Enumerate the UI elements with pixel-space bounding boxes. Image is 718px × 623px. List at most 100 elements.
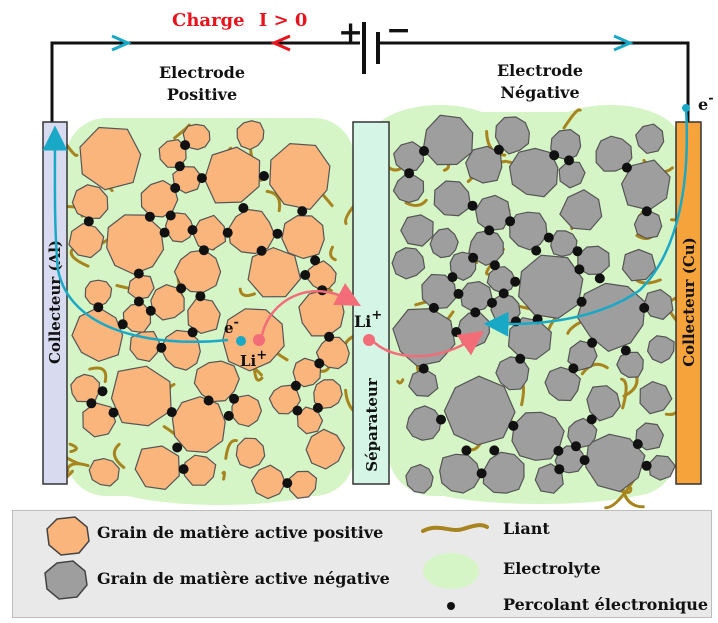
positive-grain — [106, 214, 165, 275]
conductor-dot — [297, 206, 308, 217]
negative-grain — [576, 282, 646, 352]
negative-grain — [429, 227, 459, 259]
electron-symbol: e — [224, 319, 234, 337]
positive-grain — [110, 365, 172, 427]
binder-strand — [69, 248, 90, 268]
collector-al-label: Collecteur (Al) — [46, 240, 64, 364]
positive-grain — [296, 406, 324, 435]
conductor-dot — [290, 380, 301, 391]
conductor-dot — [453, 288, 464, 299]
conductor-dot — [641, 206, 652, 217]
conductor-dot — [508, 420, 519, 431]
negative-grain — [393, 141, 425, 173]
charge-word: Charge — [172, 10, 245, 31]
conductor-dot — [574, 264, 585, 275]
negative-grain — [422, 114, 474, 166]
legend-negative-grain-label: Grain de matière active négative — [97, 569, 390, 588]
conductor-dot — [564, 155, 574, 166]
conductor-dot — [418, 363, 429, 374]
electron-dot-collector — [682, 104, 690, 112]
positive-grain — [140, 179, 179, 218]
positive-electrode-title-1: Electrode — [159, 63, 245, 82]
negative-grain — [443, 375, 516, 446]
charge-current: I > 0 — [259, 10, 308, 31]
electron-charge: - — [234, 315, 239, 330]
conductor-dot — [531, 245, 542, 256]
legend-conductor-icon — [447, 602, 455, 610]
conductor-dot — [93, 302, 104, 313]
conductor-dot — [632, 439, 643, 450]
binder-strand — [265, 189, 282, 213]
negative-grain — [456, 312, 491, 348]
binder-strand — [604, 477, 636, 510]
conductor-dot — [447, 272, 458, 283]
negative-grain — [567, 340, 598, 372]
conductor-dot — [83, 216, 94, 227]
positive-grain — [235, 437, 266, 469]
binder-strand — [88, 366, 108, 384]
positive-grain — [231, 394, 263, 428]
legend: Grain de matière active positive Grain d… — [12, 510, 712, 618]
lithium-label-positive: Li+ — [240, 348, 267, 370]
negative-grain — [559, 189, 603, 231]
negative-grain — [400, 214, 434, 247]
conductor-dot — [571, 441, 581, 452]
conductor-dot — [515, 353, 526, 364]
conductor-dot — [553, 445, 564, 456]
battery-minus-sign: − — [386, 13, 411, 48]
binder-strand — [329, 245, 337, 262]
battery-plus-sign: + — [338, 15, 363, 50]
positive-grain — [315, 336, 350, 370]
conductor-dot — [196, 173, 207, 184]
wire-arrow-right-cyan — [613, 34, 634, 52]
conductor-dot — [641, 460, 652, 471]
negative-grain — [405, 463, 434, 494]
conductor-dot — [222, 227, 233, 238]
conductor-dot — [203, 395, 214, 406]
conductor-dot — [187, 327, 198, 338]
negative-grain — [586, 385, 621, 422]
separator-label: Séparateur — [363, 377, 381, 472]
positive-grain — [79, 126, 142, 191]
conductor-dot — [493, 144, 504, 155]
conductor-dot — [178, 464, 189, 475]
positive-grain — [247, 246, 302, 298]
conductor-dot — [436, 414, 446, 425]
conductor-dot — [451, 327, 462, 337]
positive-grain — [187, 297, 221, 335]
conductor-dot — [256, 245, 267, 256]
legend-binder-label: Liant — [503, 519, 550, 538]
legend-conductor-label: Percolant électronique — [503, 595, 709, 614]
conductor-dot — [292, 405, 303, 416]
conductor-dot — [576, 296, 587, 307]
lithium-charge: + — [256, 348, 267, 363]
lithium-dot-separator — [363, 334, 375, 346]
conductor-dot — [187, 225, 198, 235]
negative-grain — [635, 123, 665, 155]
legend-positive-grain-icon — [46, 516, 90, 556]
conductor-dot — [467, 200, 478, 211]
positive-grain — [306, 260, 337, 291]
conductor-dot — [144, 211, 155, 222]
negative-grain — [509, 211, 548, 251]
positive-grain — [71, 184, 109, 220]
lithium-symbol: Li — [240, 352, 257, 370]
conductor-dot — [300, 270, 311, 280]
conductor-dot — [238, 203, 249, 213]
conductor-dot — [117, 319, 128, 330]
electron-label-positive: e- — [224, 315, 239, 337]
conductor-dot — [549, 150, 560, 161]
conductor-dot — [159, 227, 170, 238]
binder-strand — [620, 377, 628, 410]
legend-binder-icon — [421, 523, 489, 533]
conductor-dot — [476, 468, 487, 479]
conductor-dot — [174, 161, 185, 172]
negative-grain — [433, 180, 472, 217]
conductor-dot — [310, 255, 321, 266]
negative-grain — [595, 135, 633, 172]
negative-grain — [648, 454, 676, 481]
positive-grain — [250, 464, 287, 500]
lithium-symbol-sep: Li — [354, 312, 371, 331]
collector-cu — [675, 121, 702, 485]
positive-grain — [71, 306, 124, 363]
